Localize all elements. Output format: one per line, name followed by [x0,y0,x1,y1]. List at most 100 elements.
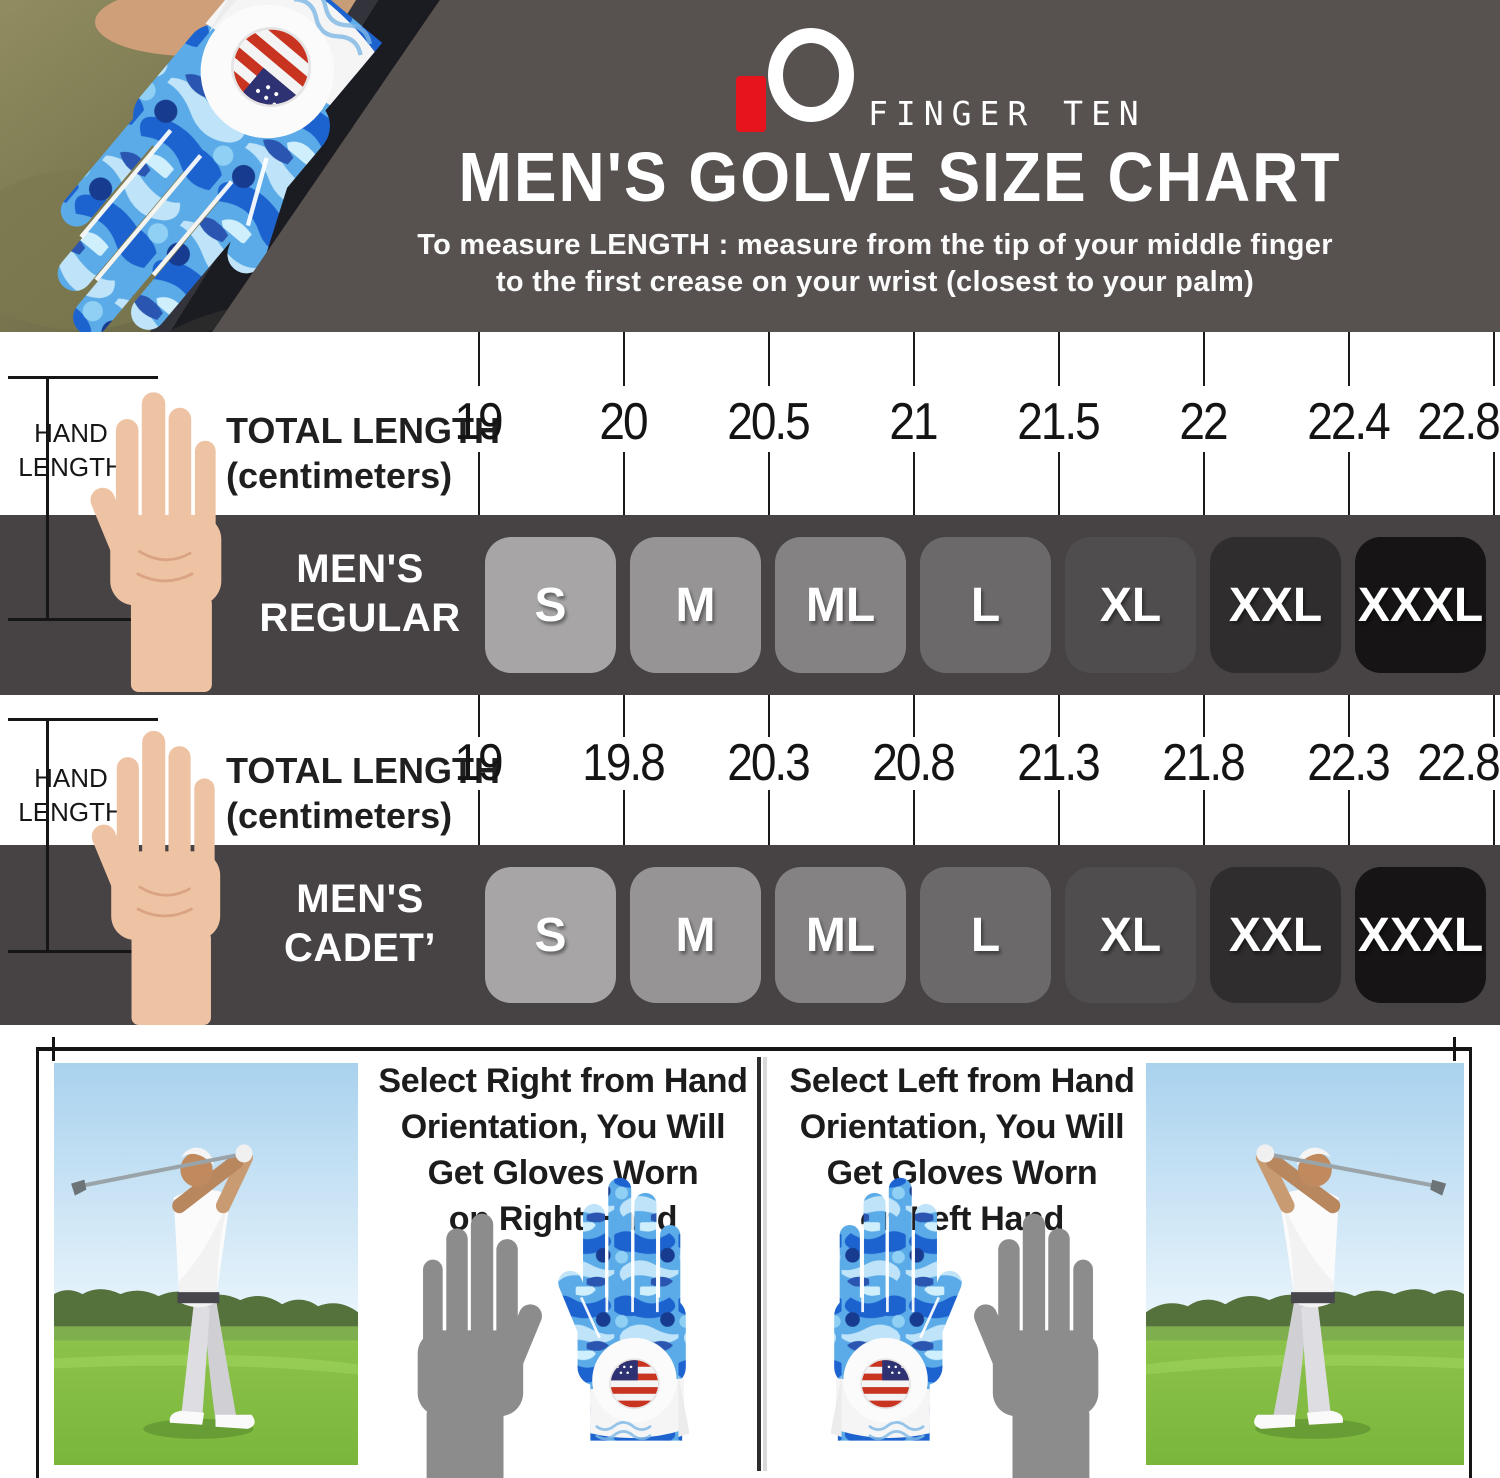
length-tick-mark [478,695,480,737]
frame-top-line [36,1047,1472,1051]
length-tick-mark [913,332,915,386]
bracket-top-line [8,376,158,379]
right-glove-icon [550,1149,706,1478]
length-tick-mark [1348,695,1350,737]
left-orientation-line3: Get Gloves Worn [826,1154,1098,1192]
logo-one-bar-icon [736,76,766,132]
length-tick-mark [623,452,625,515]
size-box-s: S [485,867,616,1003]
row-label-line1: MEN'S [296,547,424,591]
bracket-vertical-line [46,376,49,621]
right-orientation-line2: Orientation, You Will [400,1108,726,1146]
length-tick-mark [1348,790,1350,845]
cadet-length-ruler: TOTAL LENGTH (centimeters) 19 19.8 20.3 20.… [0,695,1500,845]
bracket-bottom-line [8,950,173,953]
page-title: MEN'S GOLVE SIZE CHART [458,138,1342,216]
size-box-xxxl: XXXL [1355,537,1486,673]
length-tick-mark [913,695,915,737]
regular-hand-diagram: HAND LENGTH [0,332,470,698]
length-tick-mark [623,790,625,845]
length-tick-mark [1058,695,1060,737]
bare-hand-silhouette-icon [398,1183,550,1478]
length-tick-mark [1203,452,1205,515]
length-tick-mark [768,332,770,386]
length-tick-mark [1058,452,1060,515]
header: FINGER TEN MEN'S GOLVE SIZE CHART To mea… [0,0,1500,332]
length-tick-mark [913,452,915,515]
golfer-photo-right [1146,1063,1464,1465]
golfer-photo-left [54,1063,358,1465]
row-label-line2: CADET’ [284,926,436,970]
right-orientation-line1: Select Right from Hand [378,1062,748,1100]
length-tick-mark [1493,695,1495,737]
center-divider [757,1057,761,1471]
row-label-line1: MEN'S [296,877,424,921]
length-value: 20.8 [872,732,956,792]
logo-zero-ring-icon [768,28,854,122]
total-length-label-line2: (centimeters) [226,795,453,836]
length-value: 19 [454,391,503,451]
length-tick-mark [1203,332,1205,386]
size-box-s: S [485,537,616,673]
length-value: 19.8 [582,732,666,792]
left-orientation-line2: Orientation, You Will [799,1108,1125,1146]
left-glove-icon [814,1149,970,1478]
total-length-label-line2: (centimeters) [226,455,453,496]
size-box-ml: ML [775,867,906,1003]
length-value: 22.8 [1417,732,1500,792]
regular-length-ruler: TOTAL LENGTH (centimeters) 19 20 20.5 21 21.… [0,332,1500,515]
frame-corner-left [52,1037,55,1061]
length-value: 20 [599,391,648,451]
measure-instruction-line1: To measure LENGTH : measure from the tip… [417,229,1333,261]
total-length-label: TOTAL LENGTH (centimeters) [226,748,500,838]
length-value: 21 [889,391,938,451]
hand-label-line2: LENGTH [18,452,124,482]
size-box-xxl: XXL [1210,537,1341,673]
hand-orientation-section: Select Right from Hand Orientation, You … [0,1025,1500,1478]
hand-length-label: HAND LENGTH [6,761,136,829]
length-tick-mark [1203,695,1205,737]
hand-label-line2: LENGTH [18,797,124,827]
length-value: 22.4 [1307,391,1391,451]
brand-logo: FINGER TEN [0,0,1500,140]
row-label-regular: MEN'S REGULAR [235,545,485,643]
length-tick-mark [478,452,480,515]
hand-photo-icon [82,372,242,696]
length-tick-mark [623,695,625,737]
total-length-label-line1: TOTAL LENGTH [226,750,500,791]
length-tick-mark [623,332,625,386]
frame-right-line [1469,1047,1472,1478]
length-tick-mark [1493,790,1495,845]
row-label-line2: REGULAR [259,596,461,640]
measure-instruction-line2: to the first crease on your wrist (close… [495,266,1255,298]
hand-length-label: HAND LENGTH [6,416,136,484]
bracket-top-line [8,718,158,721]
frame-corner-right [1453,1037,1456,1061]
total-length-label-line1: TOTAL LENGTH [226,410,500,451]
length-value: 21.3 [1017,732,1101,792]
length-tick-mark [1203,790,1205,845]
cadet-hand-diagram: HAND LENGTH [0,695,470,1027]
hand-photo-icon [82,711,242,1025]
hand-label-line1: HAND [34,763,108,793]
total-length-label: TOTAL LENGTH (centimeters) [226,408,500,498]
length-value: 22 [1179,391,1228,451]
length-tick-mark [1058,790,1060,845]
length-tick-mark [1348,452,1350,515]
length-value: 22.3 [1307,732,1391,792]
size-box-l: L [920,537,1051,673]
size-box-xl: XL [1065,537,1196,673]
length-value: 19 [454,732,503,792]
row-label-cadet: MEN'S CADET’ [235,875,485,973]
frame-left-line [36,1047,39,1478]
length-tick-mark [478,332,480,386]
size-box-xxxl: XXXL [1355,867,1486,1003]
length-tick-mark [768,452,770,515]
length-tick-mark [1058,332,1060,386]
regular-size-band: MEN'S REGULAR S M ML L XL XXL XXXL [0,515,1500,695]
right-orientation-line3: Get Gloves Worn [427,1154,699,1192]
length-value: 21.5 [1017,391,1101,451]
size-box-m: M [630,537,761,673]
left-orientation-line1: Select Left from Hand [789,1062,1135,1100]
